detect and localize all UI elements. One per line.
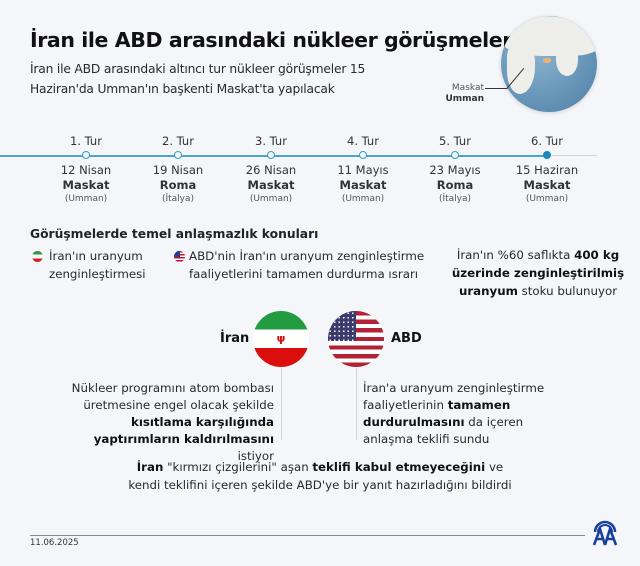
issues-heading: Görüşmelerde temel anlaşmazlık konuları [30,227,319,241]
round-date: 11 Mayıs [337,163,389,177]
oman-highlight [543,58,551,63]
page-title: İran ile ABD arasındaki nükleer görüşmel… [30,28,513,52]
issue-usa: ABD'nin İran'ın uranyum zenginleştirme f… [173,247,424,283]
land-mass [556,44,578,76]
conclusion-bold2: teklifi kabul etmeyeceğini [312,460,486,474]
timeline-round: 2. Tur 19 Nisan Roma (İtalya) [133,134,223,205]
round-city: Maskat [523,178,571,192]
stock-text-bold: 400 kg üzerinde zenginleştirilmiş uranyu… [451,248,625,298]
round-country: (İtalya) [438,194,472,204]
round-dot [174,151,182,159]
conclusion-mid: "kırmızı çizgilerini" aşan [163,460,313,474]
round-dot [359,151,367,159]
page-subtitle: İran ile ABD arasındaki altıncı tur nükl… [30,62,366,96]
round-country: (Umman) [341,194,385,204]
round-country: (Umman) [249,194,293,204]
usa-flag-canton [328,311,356,341]
timeline-round: 4. Tur 11 Mayıs Maskat (Umman) [318,134,408,205]
usa-text-post: da içeren anlaşma teklifi sundu [363,415,524,446]
publish-date: 11.06.2025 [30,538,79,548]
round-city: Maskat [339,178,387,192]
round-label: 1. Tur [70,134,102,148]
map-country-label: Umman [445,94,484,104]
timeline-round: 1. Tur 12 Nisan Maskat (Umman) [41,134,131,205]
round-dot [267,151,275,159]
map-city-label: Maskat [451,83,484,93]
round-dot [451,151,459,159]
usa-divider [356,368,357,440]
issue-iran-line1: İran'ın uranyum [49,249,143,263]
usa-label: ABD [391,331,422,346]
round-date: 19 Nisan [152,163,204,177]
conclusion-text: İran "kırmızı çizgilerini" aşan teklifi … [120,458,520,494]
round-country: (Umman) [64,194,108,204]
uranium-stock-note: İran'ın %60 saflıkta 400 kg üzerinde zen… [448,246,628,300]
usa-flag-icon [328,311,384,367]
timeline-line-future [547,155,597,156]
round-date: 23 Mayıs [429,163,481,177]
timeline-round-current: 6. Tur 15 Haziran Maskat (Umman) [502,134,592,205]
round-city: Roma [436,178,474,192]
usa-position-text: İran'a uranyum zenginleştirme faaliyetle… [363,380,563,448]
round-label: 2. Tur [162,134,194,148]
conclusion-bold1: İran [136,460,164,474]
iran-divider [281,368,282,440]
round-date: 26 Nisan [245,163,297,177]
round-country: (Umman) [525,194,569,204]
issue-usa-line2: faaliyetlerini tamamen durdurma ısrarı [189,267,419,281]
footer-divider [30,535,585,536]
conclusion-post: ve kendi teklifini içeren şekilde ABD'ye… [128,460,512,492]
iran-text-post: istiyor [237,449,274,463]
iran-emblem-icon: ψ [276,332,286,345]
round-city: Maskat [247,178,295,192]
round-country: (İtalya) [161,194,195,204]
round-date: 15 Haziran [515,163,579,177]
round-label: 6. Tur [531,134,563,148]
map-leader-line [485,88,507,89]
usa-flag-icon [174,251,185,262]
usa-text-bold: tamamen durdurulmasını [363,398,511,429]
aa-logo-icon [592,518,618,546]
iran-position-text: Nükleer programını atom bombası üretmesi… [62,380,274,465]
round-city: Roma [159,178,197,192]
issue-usa-line1: ABD'nin İran'ın uranyum zenginleştirme [189,249,425,263]
round-dot-active [543,151,551,159]
iran-text-pre: Nükleer programını atom bombası üretmesi… [71,381,274,412]
stock-text-post: stoku bulunuyor [517,284,618,298]
round-label: 3. Tur [255,134,287,148]
iran-label: İran [220,331,250,346]
usa-text-pre: İran'a uranyum zenginleştirme faaliyetle… [363,381,545,412]
issue-iran: İran'ın uranyum zenginleştirmesi [31,247,146,283]
iran-text-bold: kısıtlama karşılığında yaptırımların kal… [93,415,274,446]
stock-text-pre: İran'ın %60 saflıkta [456,248,575,262]
globe-map [501,16,597,112]
timeline-round: 3. Tur 26 Nisan Maskat (Umman) [226,134,316,205]
round-dot [82,151,90,159]
round-label: 4. Tur [347,134,379,148]
round-date: 12 Nisan [60,163,112,177]
issue-iran-line2: zenginleştirmesi [49,267,146,281]
iran-flag-icon: ψ [253,311,309,367]
timeline-round: 5. Tur 23 Mayıs Roma (İtalya) [410,134,500,205]
iran-flag-icon [32,251,43,262]
round-label: 5. Tur [439,134,471,148]
round-city: Maskat [62,178,110,192]
